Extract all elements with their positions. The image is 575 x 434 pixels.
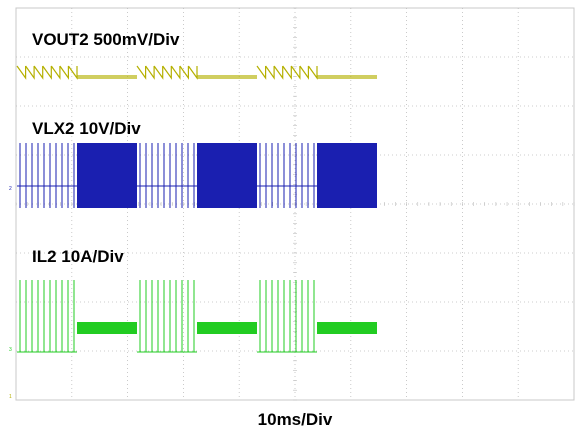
il-continuous-block [317, 322, 377, 334]
vlx-trace [17, 143, 317, 208]
il-continuous-block [77, 322, 137, 334]
il-label: IL2 10A/Div [32, 247, 124, 266]
ch1-marker: 1 [9, 394, 12, 400]
vlx-burst-block [317, 143, 377, 208]
vout-trace [16, 65, 377, 80]
ch2-marker: 2 [9, 186, 12, 192]
vout-label: VOUT2 500mV/Div [32, 30, 180, 49]
ch3-marker: 3 [9, 347, 12, 353]
il-trace [17, 280, 317, 353]
il-continuous-block [197, 322, 257, 334]
vlx-burst-block [197, 143, 257, 208]
vlx-burst-block [77, 143, 137, 208]
traces [16, 65, 377, 353]
vlx-label: VLX2 10V/Div [32, 119, 141, 138]
x-axis-label: 10ms/Div [258, 410, 333, 429]
